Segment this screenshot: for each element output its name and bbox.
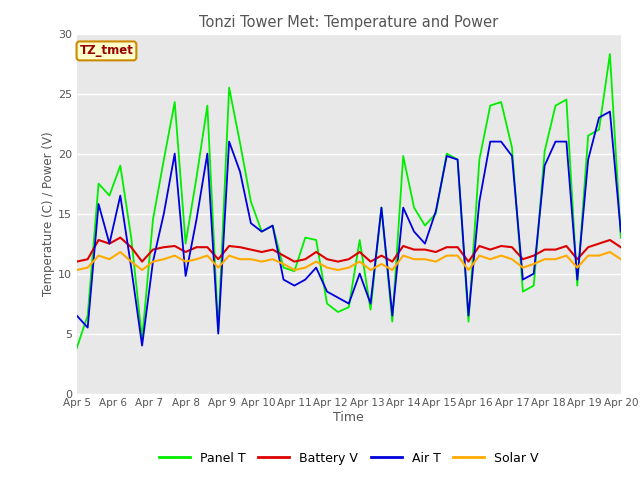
Line: Battery V: Battery V: [77, 238, 621, 262]
Air T: [138, 343, 146, 348]
Air T: [606, 108, 614, 114]
Solar V: [116, 249, 124, 255]
Solar V: [606, 249, 614, 255]
Solar V: [258, 259, 266, 264]
Air T: [247, 220, 255, 226]
Battery V: [258, 249, 266, 255]
X-axis label: Time: Time: [333, 411, 364, 424]
Battery V: [443, 244, 451, 250]
Battery V: [606, 237, 614, 243]
Battery V: [617, 244, 625, 250]
Solar V: [443, 252, 451, 258]
Panel T: [617, 235, 625, 240]
Line: Solar V: Solar V: [77, 252, 621, 270]
Air T: [476, 199, 483, 204]
Panel T: [465, 319, 472, 324]
Air T: [617, 228, 625, 234]
Battery V: [204, 244, 211, 250]
Air T: [258, 228, 266, 234]
Text: TZ_tmet: TZ_tmet: [79, 44, 133, 58]
Air T: [443, 153, 451, 159]
Battery V: [247, 247, 255, 252]
Solar V: [247, 256, 255, 262]
Battery V: [476, 243, 483, 249]
Panel T: [193, 175, 200, 180]
Battery V: [116, 235, 124, 240]
Panel T: [73, 345, 81, 351]
Panel T: [606, 51, 614, 57]
Solar V: [476, 252, 483, 258]
Panel T: [236, 140, 244, 146]
Battery V: [73, 259, 81, 264]
Air T: [73, 313, 81, 319]
Legend: Panel T, Battery V, Air T, Solar V: Panel T, Battery V, Air T, Solar V: [154, 447, 544, 469]
Solar V: [617, 256, 625, 262]
Y-axis label: Temperature (C) / Power (V): Temperature (C) / Power (V): [42, 132, 55, 296]
Air T: [204, 151, 211, 156]
Panel T: [432, 211, 440, 216]
Air T: [595, 115, 603, 120]
Solar V: [73, 267, 81, 273]
Solar V: [204, 252, 211, 258]
Panel T: [595, 127, 603, 132]
Line: Panel T: Panel T: [77, 54, 621, 348]
Title: Tonzi Tower Met: Temperature and Power: Tonzi Tower Met: Temperature and Power: [199, 15, 499, 30]
Panel T: [247, 199, 255, 204]
Line: Air T: Air T: [77, 111, 621, 346]
